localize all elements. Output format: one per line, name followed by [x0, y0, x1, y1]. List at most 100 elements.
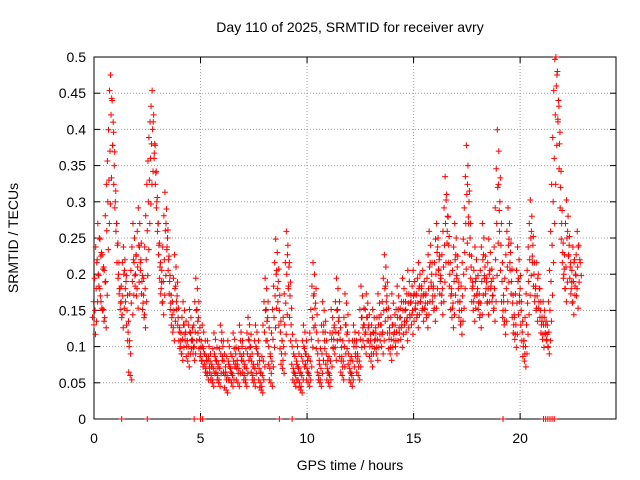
data-point: [392, 343, 399, 350]
data-point: [150, 111, 157, 118]
data-point: [271, 344, 278, 351]
data-point: [496, 207, 503, 214]
data-point: [96, 285, 103, 292]
data-point: [565, 251, 572, 258]
data-point: [350, 322, 357, 329]
data-point: [353, 343, 360, 350]
data-point: [120, 271, 127, 278]
data-point: [547, 337, 554, 344]
data-point: [322, 361, 329, 368]
data-point: [338, 353, 345, 360]
data-point: [336, 298, 343, 305]
data-point: [448, 314, 455, 321]
data-point: [132, 271, 139, 278]
data-point: [191, 357, 198, 364]
data-point: [101, 314, 108, 321]
data-point: [396, 329, 403, 336]
data-point: [345, 361, 352, 368]
data-point: [239, 343, 246, 350]
data-point: [145, 134, 152, 141]
data-point: [141, 314, 148, 321]
data-point: [330, 345, 337, 352]
data-point: [514, 243, 521, 250]
data-point: [112, 198, 119, 205]
data-point: [471, 243, 478, 250]
data-point: [371, 337, 378, 344]
data-point: [345, 350, 352, 357]
data-point: [269, 383, 276, 390]
data-point: [244, 370, 251, 377]
data-point: [227, 369, 234, 376]
data-point: [517, 322, 524, 329]
data-point: [238, 353, 245, 360]
y-tick-label: 0.05: [59, 375, 86, 391]
data-point: [111, 162, 118, 169]
data-point: [529, 242, 536, 249]
data-point: [526, 256, 533, 263]
y-tick-label: 0.4: [67, 121, 87, 137]
x-tick-label: 10: [299, 430, 315, 446]
data-point: [142, 212, 149, 219]
data-point: [451, 278, 458, 285]
data-point: [129, 220, 136, 227]
data-point: [234, 361, 241, 368]
data-point: [205, 353, 212, 360]
data-point: [246, 321, 253, 328]
data-point: [124, 307, 131, 314]
data-point: [389, 344, 396, 351]
data-point: [102, 212, 109, 219]
data-point: [159, 300, 166, 307]
data-point: [164, 227, 171, 234]
data-point: [328, 363, 335, 370]
data-point: [163, 220, 170, 227]
data-point: [199, 322, 206, 329]
data-point: [95, 283, 102, 290]
data-point: [549, 292, 556, 299]
data-point: [383, 298, 390, 305]
data-point: [127, 350, 134, 357]
data-point: [516, 256, 523, 263]
data-point: [128, 376, 135, 383]
data-point: [194, 285, 201, 292]
data-point: [158, 285, 165, 292]
y-axis-label: SRMTID / TECUs: [5, 183, 21, 293]
data-point: [497, 174, 504, 181]
data-point: [459, 259, 466, 266]
data-point: [306, 372, 313, 379]
data-point: [449, 267, 456, 274]
data-point: [264, 318, 271, 325]
data-point: [301, 345, 308, 352]
data-point: [169, 329, 176, 336]
data-point: [444, 228, 451, 235]
data-point: [133, 251, 140, 258]
data-point: [369, 363, 376, 370]
data-point: [274, 298, 281, 305]
data-point: [96, 236, 103, 243]
data-point: [355, 372, 362, 379]
data-point: [307, 376, 314, 383]
data-point: [93, 318, 100, 325]
data-point: [391, 311, 398, 318]
data-point: [89, 314, 96, 321]
data-point: [522, 343, 529, 350]
data-point: [123, 272, 130, 279]
data-point: [353, 369, 360, 376]
data-point: [362, 329, 369, 336]
data-point: [525, 331, 532, 338]
data-point: [114, 259, 121, 266]
data-point: [322, 329, 329, 336]
data-point: [381, 251, 388, 258]
data-point: [131, 235, 138, 241]
data-point: [399, 275, 406, 282]
data-point: [207, 358, 214, 365]
data-point: [297, 369, 304, 376]
data-point: [510, 329, 517, 336]
data-point: [104, 157, 111, 164]
data-point: [555, 97, 562, 104]
data-point: [499, 259, 506, 266]
data-point: [405, 290, 412, 297]
data-point: [100, 263, 107, 270]
data-point: [276, 307, 283, 314]
data-point: [403, 318, 410, 325]
data-point: [563, 298, 570, 305]
